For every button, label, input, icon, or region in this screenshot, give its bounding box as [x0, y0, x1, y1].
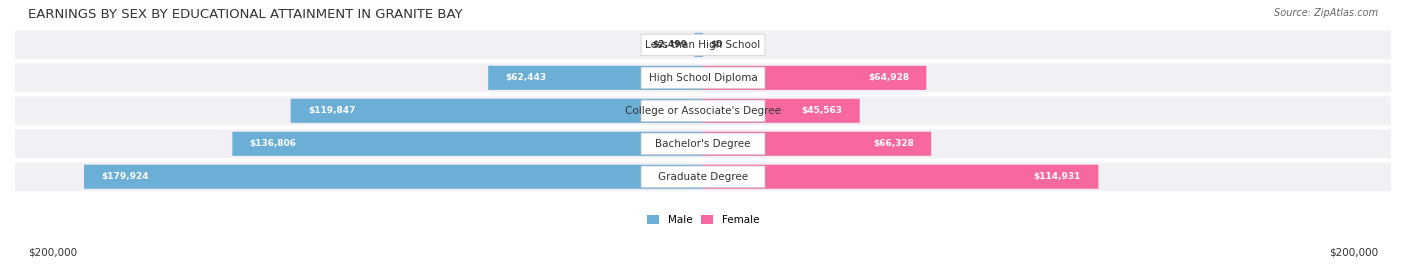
Text: $62,443: $62,443 [505, 73, 547, 82]
FancyBboxPatch shape [84, 165, 703, 189]
FancyBboxPatch shape [232, 132, 703, 156]
Text: $179,924: $179,924 [101, 172, 149, 181]
Text: $200,000: $200,000 [1329, 247, 1378, 257]
Text: EARNINGS BY SEX BY EDUCATIONAL ATTAINMENT IN GRANITE BAY: EARNINGS BY SEX BY EDUCATIONAL ATTAINMEN… [28, 8, 463, 21]
Text: Less than High School: Less than High School [645, 40, 761, 50]
Text: High School Diploma: High School Diploma [648, 73, 758, 83]
Text: Graduate Degree: Graduate Degree [658, 172, 748, 182]
FancyBboxPatch shape [15, 129, 1391, 158]
FancyBboxPatch shape [695, 33, 703, 57]
FancyBboxPatch shape [15, 31, 1391, 59]
Text: $114,931: $114,931 [1033, 172, 1081, 181]
Text: Source: ZipAtlas.com: Source: ZipAtlas.com [1274, 8, 1378, 18]
Text: $45,563: $45,563 [801, 106, 842, 115]
Text: $200,000: $200,000 [28, 247, 77, 257]
FancyBboxPatch shape [15, 162, 1391, 191]
Text: $2,499: $2,499 [652, 40, 688, 49]
Text: $136,806: $136,806 [250, 139, 297, 148]
FancyBboxPatch shape [641, 67, 765, 88]
FancyBboxPatch shape [703, 165, 1098, 189]
FancyBboxPatch shape [641, 34, 765, 55]
Text: Bachelor's Degree: Bachelor's Degree [655, 139, 751, 149]
Legend: Male, Female: Male, Female [643, 211, 763, 229]
FancyBboxPatch shape [703, 66, 927, 90]
FancyBboxPatch shape [291, 99, 703, 123]
Text: $0: $0 [710, 40, 723, 49]
FancyBboxPatch shape [703, 99, 859, 123]
Text: College or Associate's Degree: College or Associate's Degree [626, 106, 780, 116]
Text: $66,328: $66,328 [873, 139, 914, 148]
FancyBboxPatch shape [15, 96, 1391, 125]
FancyBboxPatch shape [641, 100, 765, 121]
FancyBboxPatch shape [641, 133, 765, 154]
FancyBboxPatch shape [15, 64, 1391, 92]
Text: $64,928: $64,928 [868, 73, 910, 82]
FancyBboxPatch shape [641, 166, 765, 187]
FancyBboxPatch shape [488, 66, 703, 90]
Text: $119,847: $119,847 [308, 106, 356, 115]
FancyBboxPatch shape [703, 132, 931, 156]
